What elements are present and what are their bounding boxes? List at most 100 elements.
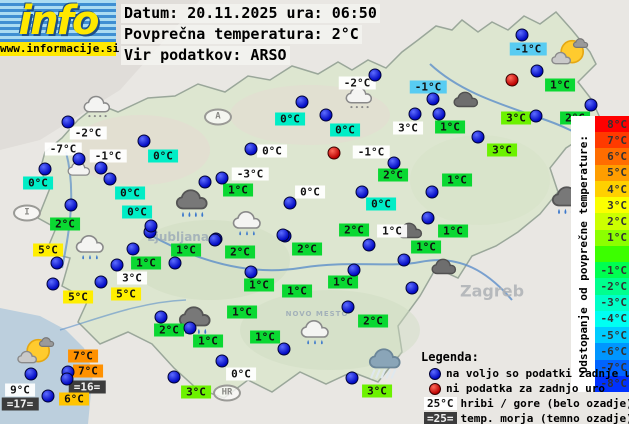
legend-row-sea-temp: =25= temp. morja (temno ozadje) [421, 411, 629, 424]
scale-row: -4°C [595, 310, 629, 328]
station-temp-chip: 2°C [339, 223, 369, 237]
station-dot-data-available [276, 228, 290, 242]
sun-cloud-icon [548, 37, 592, 77]
station-temp-chip: -3°C [231, 167, 269, 181]
station-temp-chip: -2°C [338, 76, 376, 90]
temperature-deviation-scale: Odstopanje od povprečne temperature: 8°C… [571, 116, 629, 392]
station-temp-chip: 2°C [225, 245, 255, 259]
station-temp-chip: 7°C [73, 364, 103, 378]
map-header: Datum: 20.11.2025 ura: 06:50 Povprečna t… [121, 3, 380, 66]
city-label: Ljubljana [147, 230, 209, 244]
station-temp-chip: 1°C [435, 120, 465, 134]
scale-row: -1°C [595, 262, 629, 279]
cloud-dark-icon [427, 257, 461, 285]
station-temp-chip: 2°C [358, 314, 388, 328]
station-dot-data-available [408, 107, 422, 121]
city-label: Zagreb [459, 281, 525, 301]
station-temp-chip: 0°C [148, 149, 178, 163]
station-temp-chip: 6°C [59, 392, 89, 406]
station-temp-chip: 1°C [377, 224, 407, 238]
station-temp-chip: 5°C [111, 287, 141, 301]
station-dot-data-available [244, 265, 258, 279]
legend-title: Legenda: [421, 350, 479, 364]
station-temp-chip: -7°C [44, 142, 82, 156]
station-temp-chip: 1°C [411, 240, 441, 254]
station-dot-data-available [41, 389, 55, 403]
legend-text: ni podatka za zadnjo uro [446, 382, 605, 395]
station-temp-chip: -1°C [89, 149, 127, 163]
scale-row: -5°C [595, 327, 629, 344]
station-dot-data-available [38, 162, 52, 176]
scale-row: -2°C [595, 278, 629, 295]
station-temp-chip: 1°C [442, 173, 472, 187]
scale-row: 4°C [595, 180, 629, 198]
cloud-rain-icon [231, 209, 263, 243]
station-temp-chip: 3°C [362, 384, 392, 398]
station-dot-data-available [183, 321, 197, 335]
station-temp-chip: 2°C [50, 217, 80, 231]
station-dot-data-available [215, 354, 229, 368]
station-temp-chip: 0°C [275, 112, 305, 126]
station-dot-data-available [126, 242, 140, 256]
station-dot-data-available [341, 300, 355, 314]
scale-color-rows: 8°C 7°C 6°C 5°C 4°C 3°C 2°C 1°C -1°C -2°C -3°C -4°C… [595, 116, 629, 392]
station-dot-data-available [319, 108, 333, 122]
station-temp-chip: 0°C [226, 367, 256, 381]
station-dot-data-available [347, 263, 361, 277]
header-avg-temp-line: Povprečna temperatura: 2°C [121, 25, 362, 44]
city-label: NOVO MESTO [285, 310, 349, 318]
station-temp-chip: 1°C [223, 183, 253, 197]
station-dot-data-available [283, 196, 297, 210]
station-dot-data-available [154, 310, 168, 324]
station-dot-data-available [46, 277, 60, 291]
station-dot-data-available [277, 342, 291, 356]
station-temp-chip: -1°C [409, 80, 447, 94]
station-dot-no-data [327, 146, 341, 160]
station-dot-data-available [110, 258, 124, 272]
sun-cloud-icon [14, 336, 58, 376]
station-dot-data-available [64, 198, 78, 212]
station-dot-data-available [61, 115, 75, 129]
station-dot-data-available [362, 238, 376, 252]
logo-url-link[interactable]: www.informacije.si [0, 42, 120, 56]
station-temp-chip: 1°C [131, 256, 161, 270]
station-dot-data-available [208, 233, 222, 247]
station-temp-chip: 7°C [68, 349, 98, 363]
station-dot-data-available [24, 367, 38, 381]
station-dot-data-available [432, 107, 446, 121]
station-dot-data-available [584, 98, 598, 112]
station-temp-chip: 1°C [227, 305, 257, 319]
station-temp-chip: 0°C [122, 205, 152, 219]
station-dot-data-available [103, 172, 117, 186]
station-temp-chip: 2°C [292, 242, 322, 256]
scale-row: 2°C [595, 213, 629, 230]
header-date-line: Datum: 20.11.2025 ura: 06:50 [121, 4, 380, 23]
cloud-drizzle-icon [343, 85, 375, 117]
station-dot-data-available [425, 185, 439, 199]
station-dot-data-available [295, 95, 309, 109]
station-temp-chip: -1°C [352, 145, 390, 159]
station-dot-data-available [94, 275, 108, 289]
cloud-rain-heavy-icon [367, 346, 403, 384]
station-dot-data-available [515, 28, 529, 42]
station-dot-data-available [215, 171, 229, 185]
red-dot-icon [429, 382, 441, 395]
station-temp-chip: -2°C [69, 126, 107, 140]
sea-temp-chip: =17= [1, 397, 39, 411]
sea-temp-chip: =16= [68, 380, 106, 394]
station-dot-data-available [355, 185, 369, 199]
logo-wordmark: info [18, 0, 99, 44]
station-dot-data-available [405, 281, 419, 295]
legend-row-mountains: 25°C hribi / gore (belo ozadje) [421, 396, 629, 411]
scale-row [595, 245, 629, 263]
station-dot-data-available [137, 134, 151, 148]
station-temp-chip: 3°C [181, 385, 211, 399]
cloud-rain-icon [74, 233, 106, 267]
scale-row: -6°C [595, 343, 629, 360]
station-temp-chip: 1°C [438, 224, 468, 238]
station-temp-chip: 3°C [393, 121, 423, 135]
site-logo[interactable]: info www.informacije.si [0, 0, 120, 56]
cloud-rain-dark-icon [174, 187, 210, 225]
